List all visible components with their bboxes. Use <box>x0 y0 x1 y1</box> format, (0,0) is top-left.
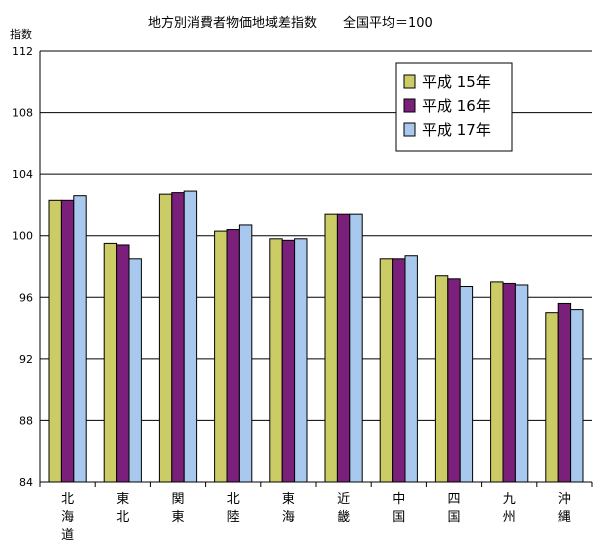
y-tick-label: 88 <box>19 414 33 427</box>
x-tick-label: 東北 <box>116 491 129 525</box>
bar <box>294 238 308 483</box>
legend-swatch <box>403 98 416 113</box>
y-axis-label: 指数 <box>10 28 32 41</box>
bar <box>281 239 296 483</box>
legend-swatch <box>403 74 416 89</box>
bar <box>48 199 62 483</box>
bar <box>502 282 516 483</box>
bar <box>336 213 351 483</box>
x-tick-label: 九州 <box>503 492 516 525</box>
y-tick-label: 84 <box>19 476 33 489</box>
bar <box>490 281 504 483</box>
bar <box>269 238 283 483</box>
bar <box>392 258 406 483</box>
bar <box>226 229 240 483</box>
x-tick-label: 東海 <box>282 491 295 525</box>
legend-label: 平成 17年 <box>422 121 491 139</box>
bar <box>158 193 173 483</box>
bar <box>514 284 529 483</box>
bar <box>60 199 75 483</box>
x-tick-label: 関東 <box>171 492 184 525</box>
bar <box>434 275 449 483</box>
bar <box>171 192 185 483</box>
y-tick-label: 108 <box>12 107 33 120</box>
bar <box>349 213 363 483</box>
bar <box>557 302 572 483</box>
bar <box>73 195 87 483</box>
bar <box>183 190 198 483</box>
bar <box>214 230 228 483</box>
bar <box>570 309 584 483</box>
x-tick-label: 近畿 <box>337 492 350 525</box>
x-tick-label: 四国 <box>447 492 460 525</box>
y-tick-label: 104 <box>12 168 33 181</box>
bar <box>459 286 474 483</box>
x-tick-label: 沖縄 <box>558 492 571 525</box>
x-tick-label: 北陸 <box>227 492 240 525</box>
legend-label: 平成 15年 <box>422 73 491 91</box>
bar <box>238 224 253 483</box>
y-tick-label: 92 <box>19 353 33 366</box>
bar <box>379 258 394 483</box>
bar <box>128 258 142 483</box>
x-tick-label: 北海道 <box>61 492 74 543</box>
bar <box>103 242 118 483</box>
bar <box>404 255 418 483</box>
y-tick-label: 100 <box>12 230 33 243</box>
bar <box>116 244 130 483</box>
legend-swatch <box>403 122 416 137</box>
y-tick-label: 96 <box>19 291 33 304</box>
chart-title: 地方別消費者物価地域差指数 全国平均＝100 <box>148 16 433 31</box>
x-tick-label: 中国 <box>392 492 405 525</box>
bar <box>447 278 461 483</box>
y-tick-label: 112 <box>12 45 33 58</box>
bar <box>324 213 338 483</box>
bar <box>545 312 559 483</box>
legend-label: 平成 16年 <box>422 97 491 115</box>
